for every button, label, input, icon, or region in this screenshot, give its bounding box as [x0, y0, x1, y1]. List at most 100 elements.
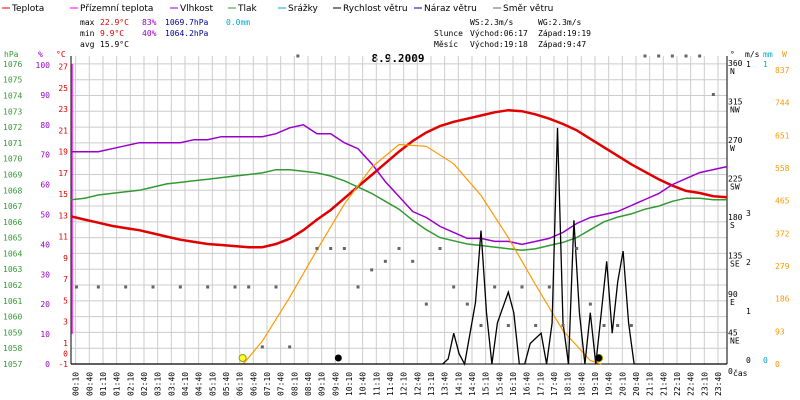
direction-tick-label: 45: [728, 329, 738, 338]
wind-direction-point: [124, 285, 128, 289]
wind-direction-point: [329, 247, 333, 250]
legend-item: Tlak: [237, 4, 258, 14]
mm-tick-label: 1: [763, 60, 768, 69]
temp-tick-label: -1: [58, 360, 68, 369]
x-tick-label: 12:40: [413, 372, 422, 396]
pct-tick-label: 60: [40, 181, 50, 190]
stats-max-temp: 22.9°C: [100, 18, 129, 27]
x-tick-label: 19:10: [591, 372, 600, 396]
wind-direction-point: [711, 93, 715, 96]
x-tick-label: 18:10: [564, 372, 573, 396]
legend-item: Přízemní teplota: [80, 4, 153, 14]
wind-direction-point: [260, 345, 264, 349]
solar-tick-label: 93: [775, 327, 785, 336]
mm-axis-title: mm: [763, 50, 773, 59]
legend-item: Srážky: [288, 4, 319, 14]
direction-tick-label: 270: [728, 136, 743, 145]
hpa-tick-label: 1058: [3, 344, 22, 353]
temp-tick-label: 19: [58, 148, 68, 157]
direction-tick-label: S: [730, 221, 735, 230]
wind-direction-point: [534, 324, 538, 327]
x-tick-label: 02:10: [126, 372, 135, 396]
stats-min-label: min: [80, 29, 95, 38]
hpa-tick-label: 1070: [3, 155, 22, 164]
moon-label: Měsíc: [434, 40, 458, 49]
temp-tick-label: 27: [58, 63, 68, 72]
temp-tick-label: 15: [58, 190, 68, 199]
legend-item: Směr větru: [503, 4, 553, 14]
x-tick-label: 07:10: [263, 372, 272, 396]
wind-direction-point: [206, 285, 210, 289]
x-tick-label: 16:40: [523, 372, 532, 396]
x-tick-label: 01:10: [99, 372, 108, 396]
w-axis-title: W: [782, 50, 787, 59]
solar-tick-label: 558: [775, 164, 790, 173]
wind-direction-point: [383, 259, 387, 263]
legend-item: Rychlost větru: [343, 4, 408, 14]
direction-tick-label: 90: [728, 290, 738, 299]
direction-tick-label: 0: [728, 367, 733, 376]
pct-tick-label: 70: [40, 151, 50, 160]
chart-title: 8.9.2009: [372, 52, 425, 65]
wind-direction-point: [74, 285, 78, 289]
stats-min-temp: 9.9°C: [100, 29, 124, 38]
temp-tick-label: 17: [58, 169, 68, 178]
x-tick-label: 13:10: [427, 372, 436, 396]
x-tick-label: 06:40: [249, 372, 258, 396]
hpa-tick-label: 1060: [3, 313, 22, 322]
temp-tick-label: 23: [58, 105, 68, 114]
wind-direction-point: [411, 259, 415, 263]
wind-direction-point: [296, 54, 300, 58]
ms-tick-label: 0: [746, 356, 751, 365]
solar-tick-label: 372: [775, 229, 790, 238]
wind-direction-point: [602, 324, 606, 327]
wind-direction-point: [288, 345, 292, 349]
temp-tick-label: 13: [58, 211, 68, 220]
wind-direction-point: [629, 324, 633, 327]
x-tick-label: 17:10: [536, 372, 545, 396]
wind-direction-point: [438, 247, 442, 250]
x-tick-label: 17:40: [550, 372, 559, 396]
wind-direction-point: [424, 302, 428, 306]
pct-tick-label: 100: [36, 61, 51, 70]
moonrise-marker: [595, 354, 603, 362]
stats-min-press: 1064.2hPa: [165, 29, 209, 38]
x-tick-label: 08:10: [290, 372, 299, 396]
moon-set: Západ:9:47: [538, 40, 586, 49]
x-tick-label: 07:40: [277, 372, 286, 396]
hpa-tick-label: 1076: [3, 60, 22, 69]
x-tick-label: 22:10: [673, 372, 682, 396]
hpa-tick-label: 1063: [3, 265, 22, 274]
legend-item: Vlhkost: [180, 4, 213, 14]
x-tick-label: 00:40: [85, 372, 94, 396]
x-tick-label: 05:10: [208, 372, 217, 396]
pct-tick-label: 50: [40, 210, 50, 219]
sun-rise: Východ:06:17: [470, 29, 528, 38]
temp-tick-label: 3: [63, 318, 68, 327]
wind-direction-point: [657, 54, 661, 58]
moonset-marker: [334, 354, 342, 362]
wind-direction-point: [96, 285, 100, 289]
x-tick-label: 23:40: [714, 372, 723, 396]
direction-tick-label: 225: [728, 175, 743, 184]
wind-direction-point: [356, 285, 360, 289]
direction-tick-label: 360: [728, 59, 743, 68]
stats-min-hum: 40%: [142, 29, 157, 38]
solar-tick-label: 465: [775, 197, 790, 206]
x-tick-label: 13:40: [441, 372, 450, 396]
stats-max-press: 1069.7hPa: [165, 18, 209, 27]
stats-max-rain: 0.0mm: [226, 18, 250, 27]
solar-tick-label: 0: [775, 360, 780, 369]
pct-tick-label: 80: [40, 121, 50, 130]
wind-direction-point: [479, 324, 483, 327]
wind-direction-point: [670, 54, 674, 58]
wind-direction-point: [493, 285, 497, 289]
moon-rise: Východ:19:18: [470, 40, 528, 49]
stats-max-label: max: [80, 18, 95, 27]
x-axis-title: čas: [733, 368, 748, 378]
direction-tick-label: NW: [730, 106, 740, 115]
x-tick-label: 01:40: [113, 372, 122, 396]
temp-tick-label: 25: [58, 84, 68, 93]
x-tick-label: 02:40: [140, 372, 149, 396]
